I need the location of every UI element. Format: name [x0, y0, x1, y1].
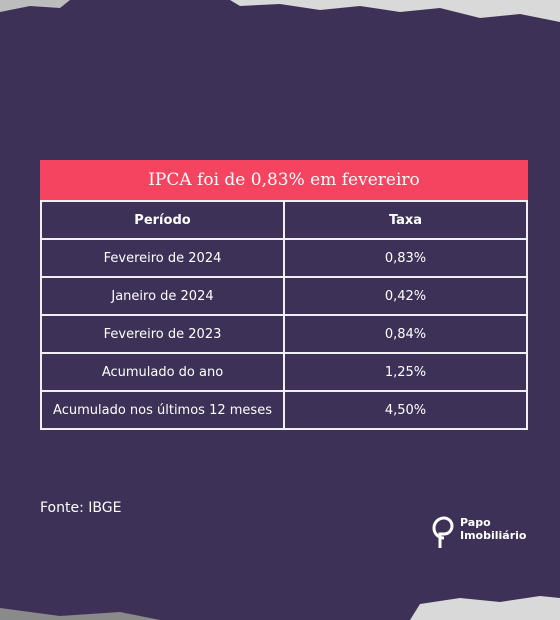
cell: Acumulado do ano	[40, 352, 285, 392]
torn-paper-top	[0, 0, 560, 22]
column-header: Taxa	[283, 200, 528, 240]
cell: 0,84%	[283, 314, 528, 354]
cell: Fevereiro de 2023	[40, 314, 285, 354]
logo: Papo Imobiliário	[430, 514, 540, 550]
torn-paper-bottom	[0, 596, 560, 620]
cell: 0,83%	[283, 238, 528, 278]
logo-line: Imobiliário	[460, 529, 527, 542]
logo-icon	[432, 516, 454, 548]
source: Fonte: IBGE	[40, 500, 122, 516]
cell: Janeiro de 2024	[40, 276, 285, 316]
logo-line: Papo	[460, 516, 491, 529]
cell: Acumulado nos últimos 12 meses	[40, 390, 285, 430]
cell: 1,25%	[283, 352, 528, 392]
ipca-table: IPCA foi de 0,83% em fevereiro Período T…	[40, 160, 528, 430]
table-title: IPCA foi de 0,83% em fevereiro	[40, 160, 528, 200]
cell: 0,42%	[283, 276, 528, 316]
column-header: Período	[40, 200, 285, 240]
cell: Fevereiro de 2024	[40, 238, 285, 278]
cell: 4,50%	[283, 390, 528, 430]
logo-text: Papo Imobiliário	[460, 516, 526, 542]
